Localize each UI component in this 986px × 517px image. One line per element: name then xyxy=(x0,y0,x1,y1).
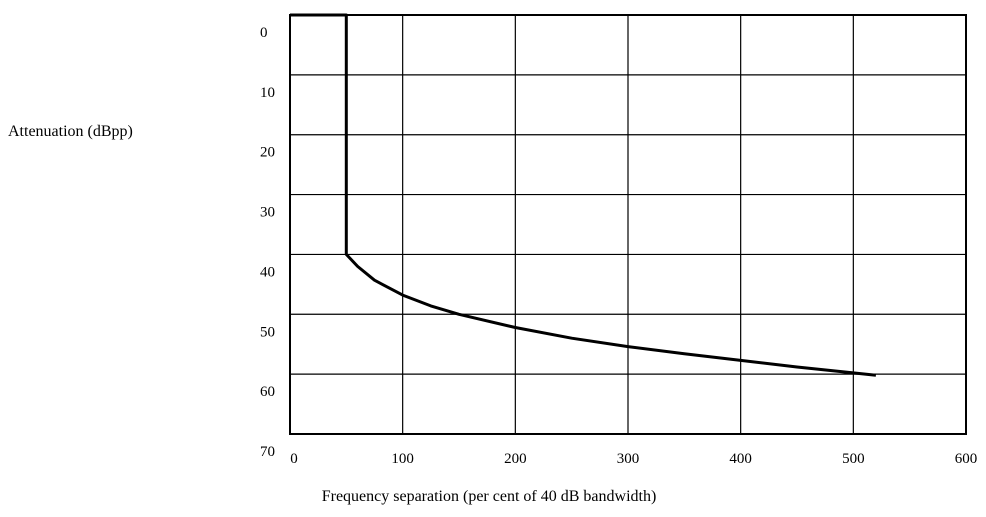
x-tick-label: 200 xyxy=(504,451,527,467)
y-tick-label: 20 xyxy=(260,145,275,161)
y-tick-label: 10 xyxy=(260,85,275,101)
y-tick-label: 0 xyxy=(260,25,268,41)
y-tick-label: 30 xyxy=(260,205,275,221)
series-line xyxy=(290,13,877,377)
grid-lines xyxy=(289,14,967,435)
plot-frame xyxy=(289,14,967,435)
x-tick-label: 600 xyxy=(955,451,978,467)
x-tick-label: 0 xyxy=(290,451,298,467)
y-tick-label: 50 xyxy=(260,324,275,340)
y-axis-ticks: 0 10 20 30 40 50 60 70 xyxy=(260,25,275,460)
x-tick-label: 400 xyxy=(729,451,752,467)
x-tick-label: 500 xyxy=(842,451,865,467)
data-series xyxy=(290,13,877,377)
x-axis-ticks: 0 100 200 300 400 500 600 xyxy=(290,451,977,467)
x-axis-label-wrap: Frequency separation (per cent of 40 dB … xyxy=(0,488,986,506)
x-tick-label: 100 xyxy=(391,451,414,467)
y-tick-label: 60 xyxy=(260,384,275,400)
x-axis-label: Frequency separation (per cent of 40 dB … xyxy=(321,488,657,505)
y-tick-label: 70 xyxy=(260,444,275,460)
x-tick-label: 300 xyxy=(617,451,640,467)
y-tick-label: 40 xyxy=(260,264,275,280)
y-axis-label: Attenuation (dBpp) xyxy=(8,123,133,140)
